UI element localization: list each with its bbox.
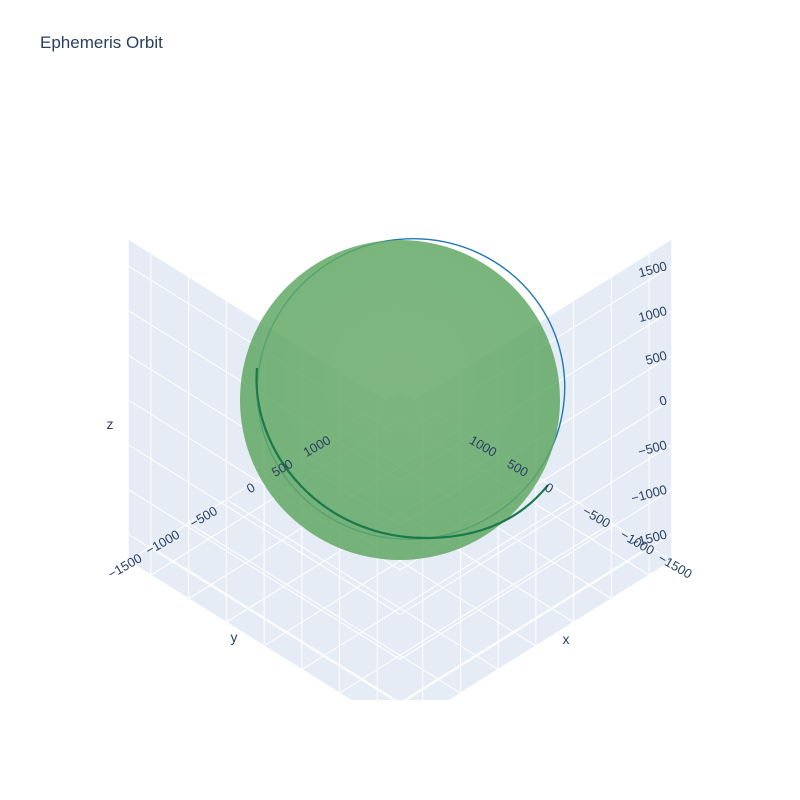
z-tick-label: 1000: [637, 303, 669, 325]
y-axis-title: y: [231, 629, 238, 645]
tick-labels: −1500−1000−500050010001500−1500−1000−500…: [105, 258, 695, 581]
z-tick-label: 1500: [637, 258, 669, 280]
chart-title: Ephemeris Orbit: [40, 33, 163, 52]
z-tick-label: −500: [636, 437, 668, 459]
y-tick-label: −1500: [105, 550, 144, 581]
z-tick-label: 500: [644, 348, 669, 368]
orbit-front-segment: [255, 367, 549, 540]
orbit-front: [255, 367, 549, 540]
moon-sphere: [240, 240, 560, 560]
x-tick-label: −1500: [656, 550, 695, 581]
sphere-surface: [240, 240, 560, 560]
z-tick-label: 0: [658, 392, 669, 408]
axis-titles: z y x: [107, 416, 570, 647]
z-axis-title: z: [107, 416, 114, 432]
x-axis-title: x: [563, 631, 570, 647]
